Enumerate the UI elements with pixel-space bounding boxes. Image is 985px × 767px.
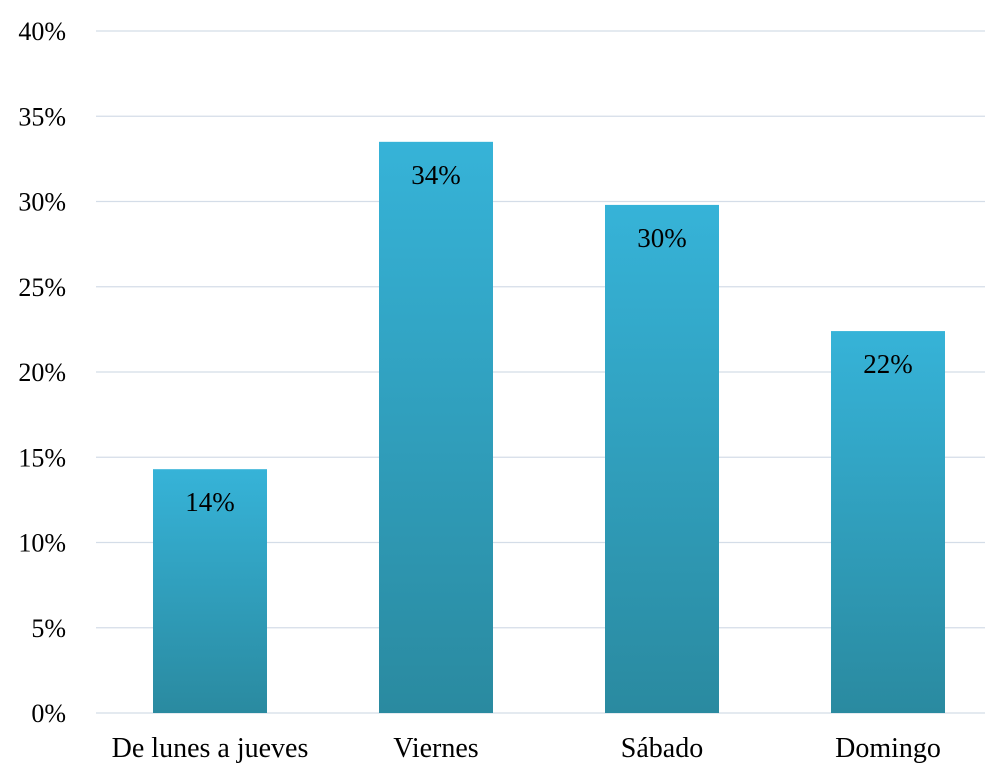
x-category-label: Sábado — [621, 733, 703, 764]
data-labels: 14% 34% 30% 22% — [185, 160, 913, 517]
x-category-label: Domingo — [835, 733, 941, 764]
y-tick-label: 20% — [18, 358, 66, 387]
y-tick-label: 5% — [31, 614, 66, 643]
bar — [831, 331, 945, 713]
data-label: 34% — [411, 160, 461, 190]
x-category-label: De lunes a jueves — [112, 733, 309, 764]
y-tick-label: 0% — [31, 699, 66, 728]
bar — [379, 142, 493, 713]
y-axis-ticks: 0% 5% 10% 15% 20% 25% 30% 35% 40% — [18, 17, 66, 728]
bar — [605, 205, 719, 713]
x-axis-categories: De lunes a jueves Viernes Sábado Domingo — [112, 733, 941, 764]
data-label: 14% — [185, 487, 235, 517]
y-tick-label: 30% — [18, 188, 66, 217]
y-tick-label: 40% — [18, 17, 66, 46]
y-tick-label: 35% — [18, 102, 66, 131]
y-tick-label: 10% — [18, 529, 66, 558]
data-label: 22% — [863, 349, 913, 379]
x-category-label: Viernes — [393, 733, 478, 764]
data-label: 30% — [637, 223, 687, 253]
y-tick-label: 25% — [18, 273, 66, 302]
y-tick-label: 15% — [18, 443, 66, 472]
